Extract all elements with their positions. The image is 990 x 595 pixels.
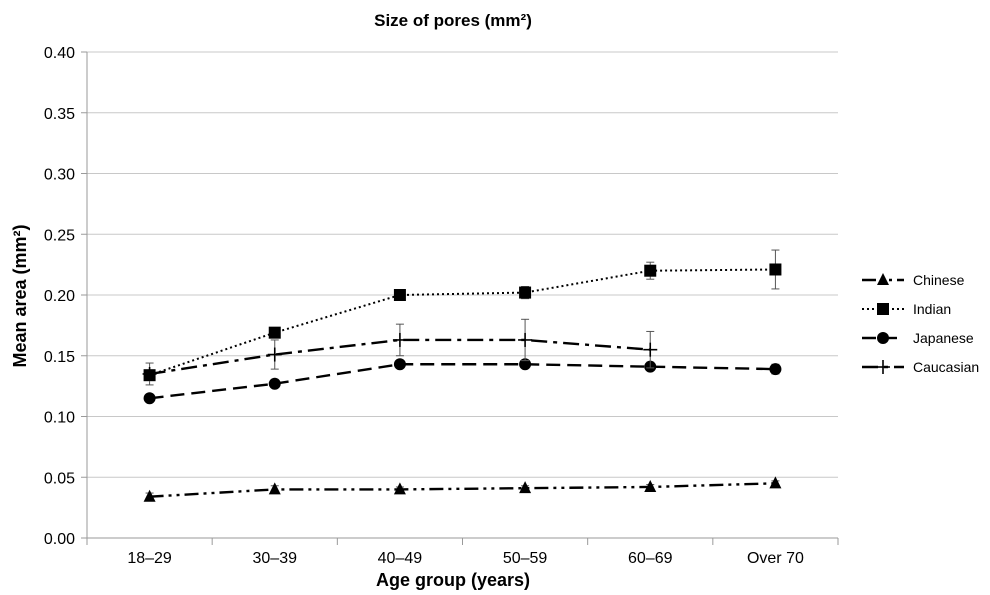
legend: Chinese Indian Japanese Caucasian (862, 272, 979, 375)
x-axis-label: Age group (years) (376, 570, 530, 590)
data-point (644, 479, 657, 492)
series-japanese (143, 358, 782, 405)
legend-marker (877, 332, 889, 344)
y-tick-label: 0.35 (44, 106, 75, 123)
legend-label: Japanese (913, 330, 974, 346)
data-point (519, 286, 532, 299)
series-line (149, 363, 776, 400)
legend-label: Caucasian (913, 359, 979, 375)
x-tick-label: 50–59 (503, 550, 548, 567)
data-point (393, 482, 406, 495)
data-point (644, 264, 657, 277)
series-indian (143, 249, 782, 382)
data-point (769, 363, 782, 376)
y-tick-label: 0.10 (44, 410, 75, 427)
legend-label: Chinese (913, 272, 965, 288)
data-point (519, 481, 532, 494)
y-tick-label: 0.20 (44, 288, 75, 305)
y-tick-label: 0.15 (44, 349, 75, 366)
chart-title: Size of pores (mm²) (374, 11, 532, 30)
x-tick-label: 30–39 (253, 550, 298, 567)
data-point (268, 326, 281, 339)
legend-item-chinese: Chinese (862, 272, 965, 288)
x-tick-label: Over 70 (747, 550, 804, 567)
grid (87, 51, 838, 478)
data-point (769, 263, 782, 276)
x-tick-label: 40–49 (378, 550, 423, 567)
y-tick-label: 0.25 (44, 227, 75, 244)
data-point (643, 342, 658, 357)
y-tick-label: 0.00 (44, 531, 75, 548)
legend-marker (876, 360, 890, 374)
legend-item-japanese: Japanese (862, 330, 974, 346)
series-line (149, 338, 651, 376)
series-caucasian (142, 318, 658, 386)
axes: 0.00 0.05 0.10 0.15 0.20 0.25 0.30 0.35 0.40 18–2… (44, 45, 839, 567)
data-point (267, 347, 282, 362)
legend-item-caucasian: Caucasian (862, 359, 979, 375)
series-line (149, 482, 776, 498)
data-point (518, 332, 533, 347)
series-line (149, 268, 776, 377)
data-point (268, 377, 281, 390)
legend-label: Indian (913, 301, 951, 317)
legend-marker (877, 303, 889, 315)
data-point (769, 476, 782, 489)
y-axis-label: Mean area (mm²) (10, 224, 30, 367)
series-group (142, 249, 782, 502)
x-tick-label: 60–69 (628, 550, 673, 567)
series-chinese (143, 476, 782, 502)
data-point (268, 482, 281, 495)
data-point (393, 358, 406, 371)
data-point (143, 392, 156, 405)
data-point (393, 289, 406, 301)
data-point (142, 366, 157, 381)
data-point (519, 358, 532, 371)
x-tick-label: 18–29 (127, 550, 172, 567)
data-point (143, 489, 156, 502)
y-tick-label: 0.40 (44, 45, 75, 62)
data-point (392, 332, 407, 347)
legend-item-indian: Indian (862, 301, 951, 317)
y-tick-label: 0.05 (44, 470, 75, 487)
y-tick-label: 0.30 (44, 167, 75, 184)
legend-marker (877, 273, 889, 285)
